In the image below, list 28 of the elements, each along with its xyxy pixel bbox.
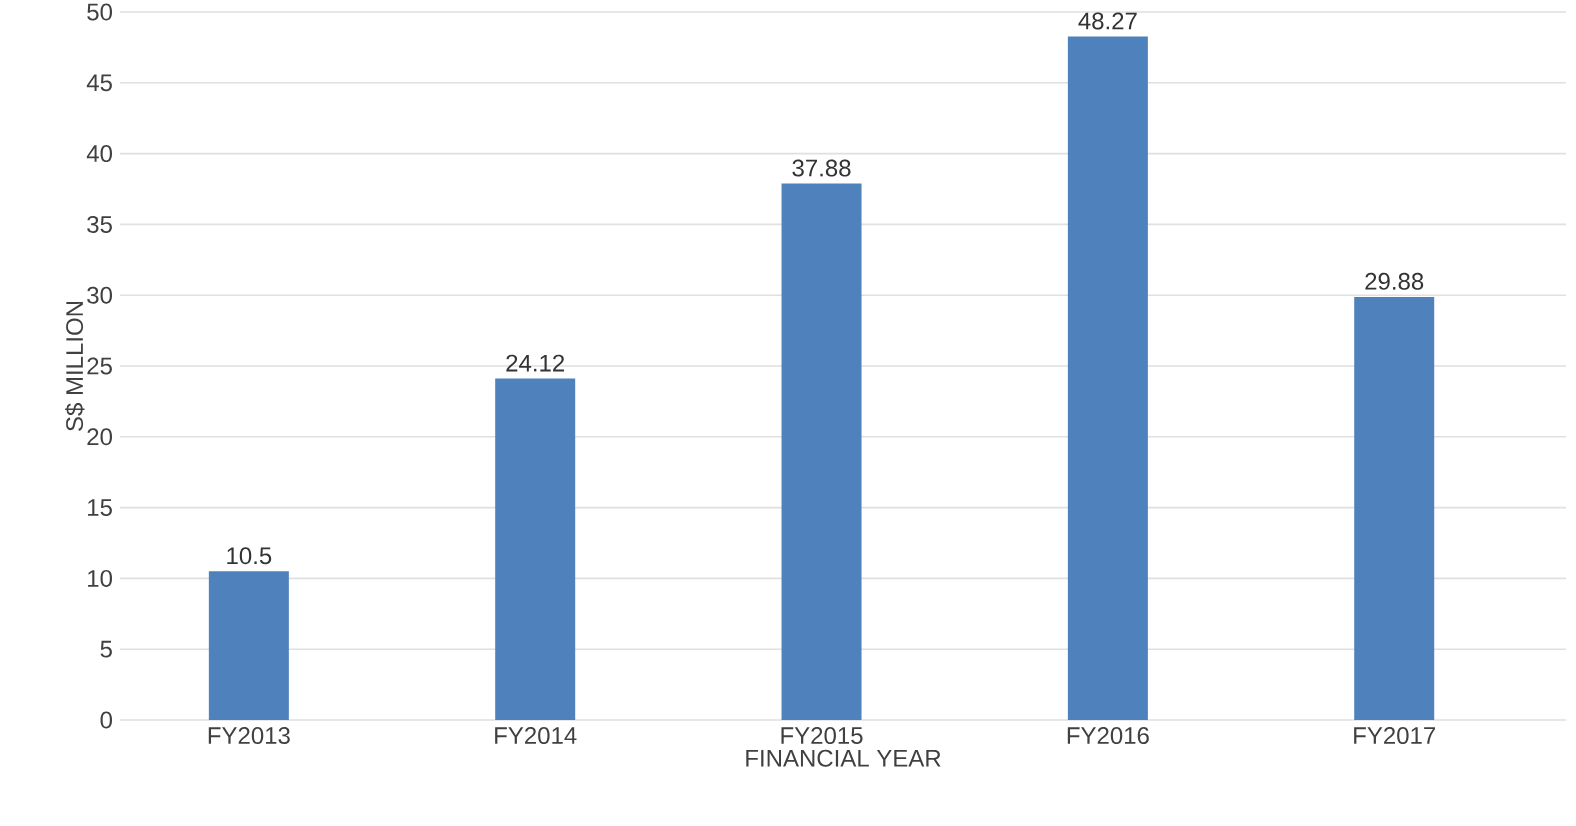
y-tick-label: 40 — [86, 145, 112, 163]
y-tick-label: 50 — [87, 3, 112, 21]
bar — [208, 571, 289, 720]
x-axis-title: FINANCIAL YEAR — [746, 749, 941, 767]
y-tick-label: 0 — [100, 711, 113, 729]
data-label: 48.27 — [1078, 12, 1137, 30]
y-tick-label: 35 — [87, 215, 112, 233]
x-tick-label: FY2014 — [495, 727, 577, 745]
y-tick-label: 20 — [87, 428, 112, 446]
data-label: 24.12 — [506, 354, 565, 372]
x-tick-label: FY2013 — [208, 727, 290, 745]
y-tick-label: 5 — [100, 640, 112, 658]
y-tick-label: 15 — [88, 499, 112, 516]
y-tick-label: 45 — [86, 74, 112, 92]
y-tick-label: 10 — [88, 569, 112, 587]
bar — [1067, 36, 1148, 720]
data-label: 10.5 — [227, 547, 272, 565]
y-axis-title: S$ MILLION — [65, 301, 85, 431]
bar — [781, 183, 862, 720]
x-tick-label: FY2017 — [1354, 727, 1436, 745]
x-tick-label: FY2015 — [781, 727, 863, 745]
y-tick-label: 25 — [87, 357, 112, 375]
y-tick-label: 30 — [87, 286, 112, 304]
bar — [1354, 296, 1435, 720]
data-label: 37.88 — [792, 159, 851, 177]
bar — [495, 378, 576, 720]
x-tick-label: FY2016 — [1067, 727, 1149, 745]
data-label: 29.88 — [1365, 272, 1424, 290]
